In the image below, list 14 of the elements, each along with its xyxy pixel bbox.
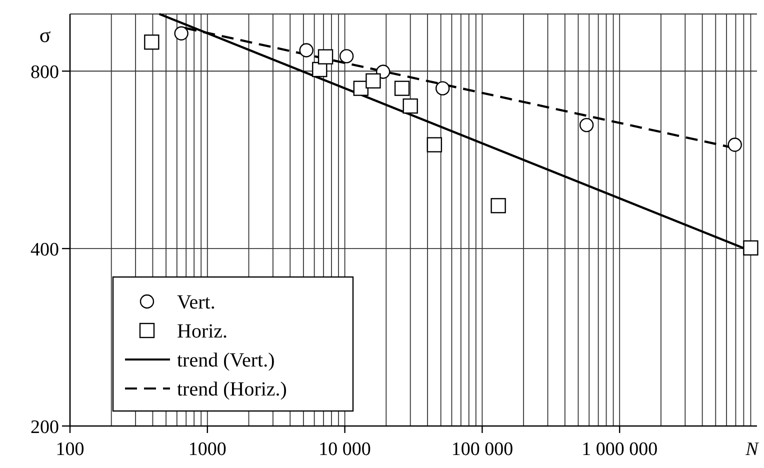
x-tick-label: 100 000 xyxy=(451,439,514,460)
legend-label: Vert. xyxy=(177,292,216,314)
x-axis-title: N xyxy=(744,439,760,460)
legend-label: trend (Horiz.) xyxy=(177,378,287,400)
x-tick-label: 1 000 000 xyxy=(582,439,658,460)
x-tick-label: 100 xyxy=(56,439,84,460)
legend-label: Horiz. xyxy=(177,320,228,342)
x-tick-label: 10 000 xyxy=(318,439,371,460)
y-tick-label: 400 xyxy=(30,240,59,261)
x-tick-label: 1000 xyxy=(188,439,226,460)
legend-label: trend (Vert.) xyxy=(177,350,275,372)
y-tick-label: 200 xyxy=(30,417,59,438)
y-tick-label: 800 xyxy=(30,62,59,84)
y-axis-title: σ xyxy=(39,23,51,47)
